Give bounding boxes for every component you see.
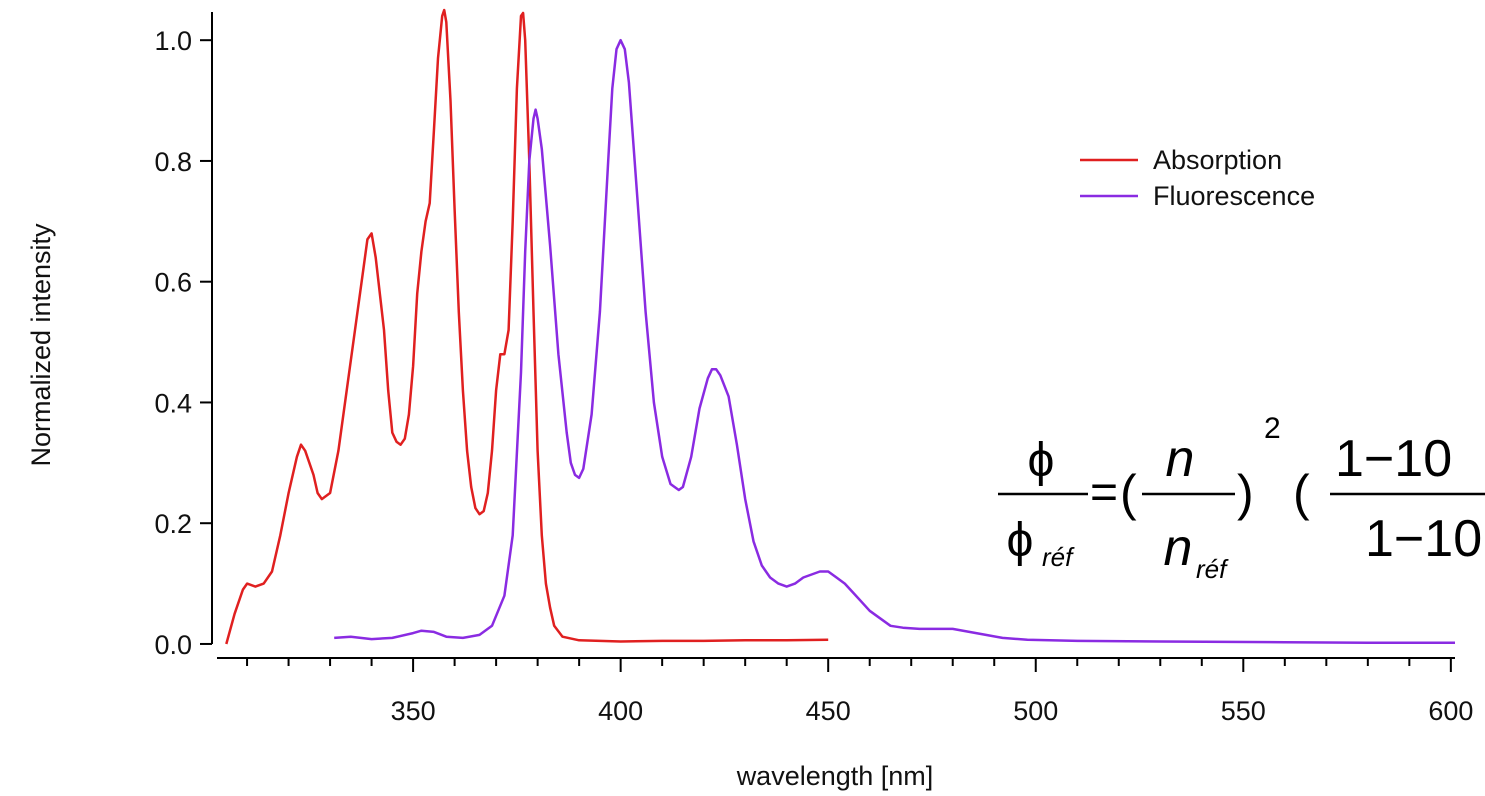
y-tick-label: 0.8 [154, 147, 192, 177]
x-tick-label: 450 [806, 696, 851, 726]
eq-exponent: 2 [1264, 412, 1281, 445]
x-tick-label: 400 [598, 696, 643, 726]
y-tick-label: 0.0 [154, 630, 192, 660]
axes-layer: 0.0 0.2 0.4 0.6 0.8 1.0 350 400 450 500 550 600 [154, 12, 1473, 726]
y-tick-label: 0.2 [154, 509, 192, 539]
series-line-absorption [225, 8, 829, 645]
eq-close-paren: ) [1237, 465, 1254, 521]
eq-fraction2-numerator: 1−10 [1335, 430, 1452, 488]
eq-fraction2-denominator: 1−10 [1365, 510, 1482, 568]
series-line-fluorescence [334, 38, 1455, 645]
legend-label-fluorescence: Fluorescence [1153, 181, 1315, 211]
legend-label-absorption: Absorption [1153, 145, 1282, 175]
series-layer [225, 8, 1455, 645]
x-axis-title: wavelength [nm] [736, 761, 934, 791]
y-tick-label: 0.4 [154, 388, 192, 418]
y-axis-title: Normalized intensity [26, 223, 56, 467]
y-tick-label: 1.0 [154, 26, 192, 56]
eq-equals: = [1090, 466, 1118, 519]
eq-n-denominator: n [1164, 519, 1193, 577]
eq-phi-denominator: ϕ [1007, 514, 1034, 567]
y-tick-label: 0.6 [154, 268, 192, 298]
x-tick-label: 600 [1428, 696, 1473, 726]
quantum-yield-equation: ϕ ϕ réf = ( n n réf ) 2 ( 1−10 1−10 [998, 412, 1485, 584]
eq-n-numerator: n [1166, 430, 1195, 488]
x-tick-label: 550 [1221, 696, 1266, 726]
eq-n-denominator-subscript: réf [1196, 554, 1229, 584]
x-tick-label: 500 [1013, 696, 1058, 726]
eq-open-paren: ( [1120, 465, 1137, 521]
eq-phi-denominator-subscript: réf [1042, 542, 1075, 572]
x-tick-label: 350 [391, 696, 436, 726]
eq-phi-numerator: ϕ [1028, 434, 1055, 487]
eq-open-paren-2: ( [1293, 465, 1310, 521]
legend: Absorption Fluorescence [1080, 145, 1315, 211]
